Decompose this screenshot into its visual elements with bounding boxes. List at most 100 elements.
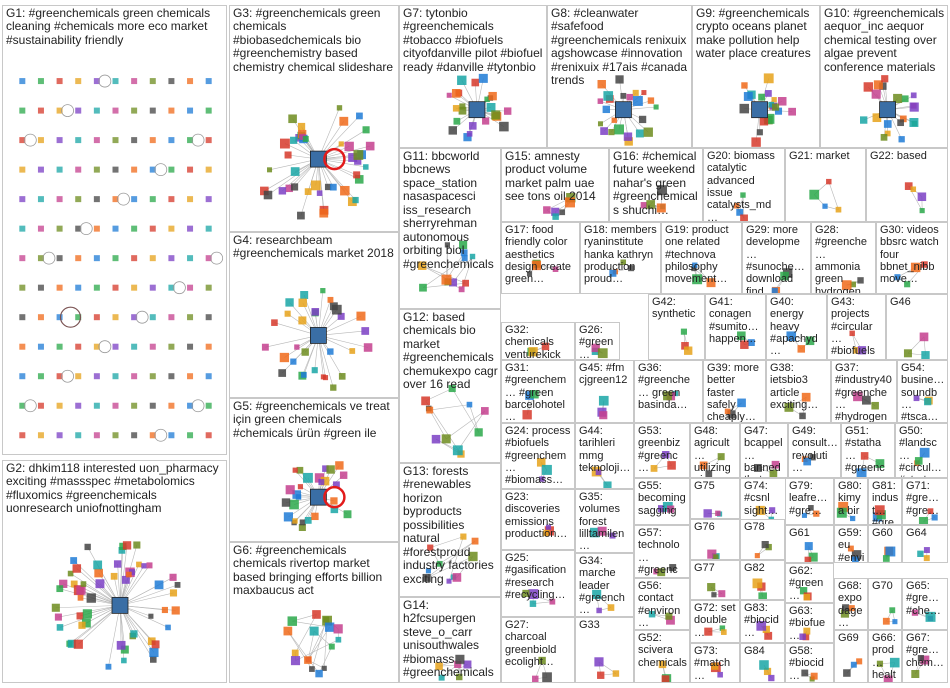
- node: [892, 619, 898, 625]
- node: [93, 432, 100, 439]
- node: [460, 249, 468, 257]
- node: [482, 117, 490, 125]
- group-g39: G39: more better faster safely cheaply…: [703, 360, 766, 423]
- node: [75, 284, 82, 291]
- node: [292, 467, 298, 473]
- node: [737, 398, 746, 408]
- group-network: [532, 656, 552, 682]
- node: [478, 73, 488, 83]
- group-g69: G69: [834, 630, 868, 683]
- self-loop: [323, 485, 346, 509]
- node: [37, 373, 44, 380]
- node: [112, 314, 119, 321]
- node: [187, 255, 194, 262]
- node: [549, 598, 556, 605]
- node: [56, 432, 63, 439]
- node: [665, 612, 673, 620]
- node: [187, 343, 194, 350]
- group-network: [804, 542, 818, 562]
- node: [319, 208, 329, 218]
- node: [84, 543, 91, 551]
- group-label: G67: #gre… chem…: [906, 632, 944, 669]
- group-g42: G42: synthetic: [648, 294, 705, 360]
- group-label: G36: #greenche… green basinda…: [638, 362, 690, 411]
- group-label: G76: [694, 521, 715, 533]
- node: [19, 137, 26, 144]
- group-label: G64: [906, 527, 927, 539]
- node: [205, 166, 212, 173]
- group-label: G53: greenbiz #greenc…: [638, 425, 681, 474]
- node: [672, 390, 679, 397]
- node: [205, 137, 212, 144]
- group-g18: G18: members ryaninstitute hanka kathryn…: [580, 222, 661, 294]
- node: [486, 103, 496, 112]
- group-g1: G1: #greenchemicals green chemicals clea…: [2, 5, 227, 455]
- node: [809, 454, 816, 461]
- edge: [446, 410, 486, 440]
- node: [315, 669, 323, 678]
- node: [284, 151, 292, 159]
- node: [73, 639, 83, 649]
- node: [136, 561, 142, 568]
- node: [758, 93, 766, 101]
- node: [94, 568, 103, 578]
- group-network: [422, 533, 479, 584]
- node: [463, 133, 472, 142]
- self-loop: [23, 133, 37, 147]
- hub-node: [615, 101, 632, 119]
- node: [205, 343, 212, 350]
- node: [324, 183, 332, 191]
- node: [771, 97, 777, 103]
- node: [93, 402, 100, 409]
- node: [75, 137, 82, 144]
- group-network: [658, 660, 672, 682]
- group-g33: G33: [575, 617, 634, 683]
- group-network: [809, 178, 842, 213]
- edge: [422, 265, 466, 284]
- node: [809, 189, 820, 200]
- group-g49: G49: consult… revoluti… prescou…: [788, 423, 841, 478]
- node: [522, 589, 530, 597]
- edge: [55, 605, 121, 609]
- group-network: [894, 261, 928, 288]
- node: [427, 544, 434, 551]
- node: [75, 196, 82, 203]
- group-g75: G75: [690, 478, 740, 519]
- node: [205, 284, 212, 291]
- node: [322, 375, 329, 381]
- group-label: G11: bbcworld bbcnews space_station nasa…: [403, 149, 494, 271]
- node: [565, 197, 575, 208]
- group-g29: G29: more developme… #sunoche… download …: [742, 222, 811, 294]
- group-label: G29: more developme… #sunoche… download …: [746, 224, 805, 294]
- node: [919, 208, 925, 214]
- node: [917, 655, 924, 662]
- node: [187, 432, 194, 439]
- node: [285, 298, 294, 307]
- group-g77: G77: [690, 560, 740, 600]
- group-network: [543, 524, 554, 537]
- node: [75, 402, 82, 409]
- node: [911, 669, 920, 679]
- group-g9: G9: #greenchemicals crypto oceans planet…: [692, 5, 820, 148]
- group-network: [860, 75, 919, 143]
- node: [205, 107, 212, 114]
- node: [76, 585, 86, 595]
- group-g46: G46: [886, 294, 948, 360]
- node: [822, 203, 828, 209]
- node: [19, 225, 26, 232]
- group-label: G30: videos bbsrc watch four bbnet_nibb …: [880, 224, 939, 286]
- node: [857, 277, 864, 284]
- node: [863, 82, 874, 92]
- node: [187, 284, 194, 291]
- node: [338, 141, 344, 147]
- node: [650, 465, 658, 472]
- group-network: [911, 655, 930, 679]
- group-network: [853, 391, 879, 410]
- node: [862, 395, 871, 405]
- node: [56, 314, 63, 321]
- edge: [267, 158, 319, 196]
- node: [813, 510, 820, 517]
- node: [417, 261, 427, 270]
- node: [931, 514, 938, 521]
- self-loop: [323, 147, 346, 171]
